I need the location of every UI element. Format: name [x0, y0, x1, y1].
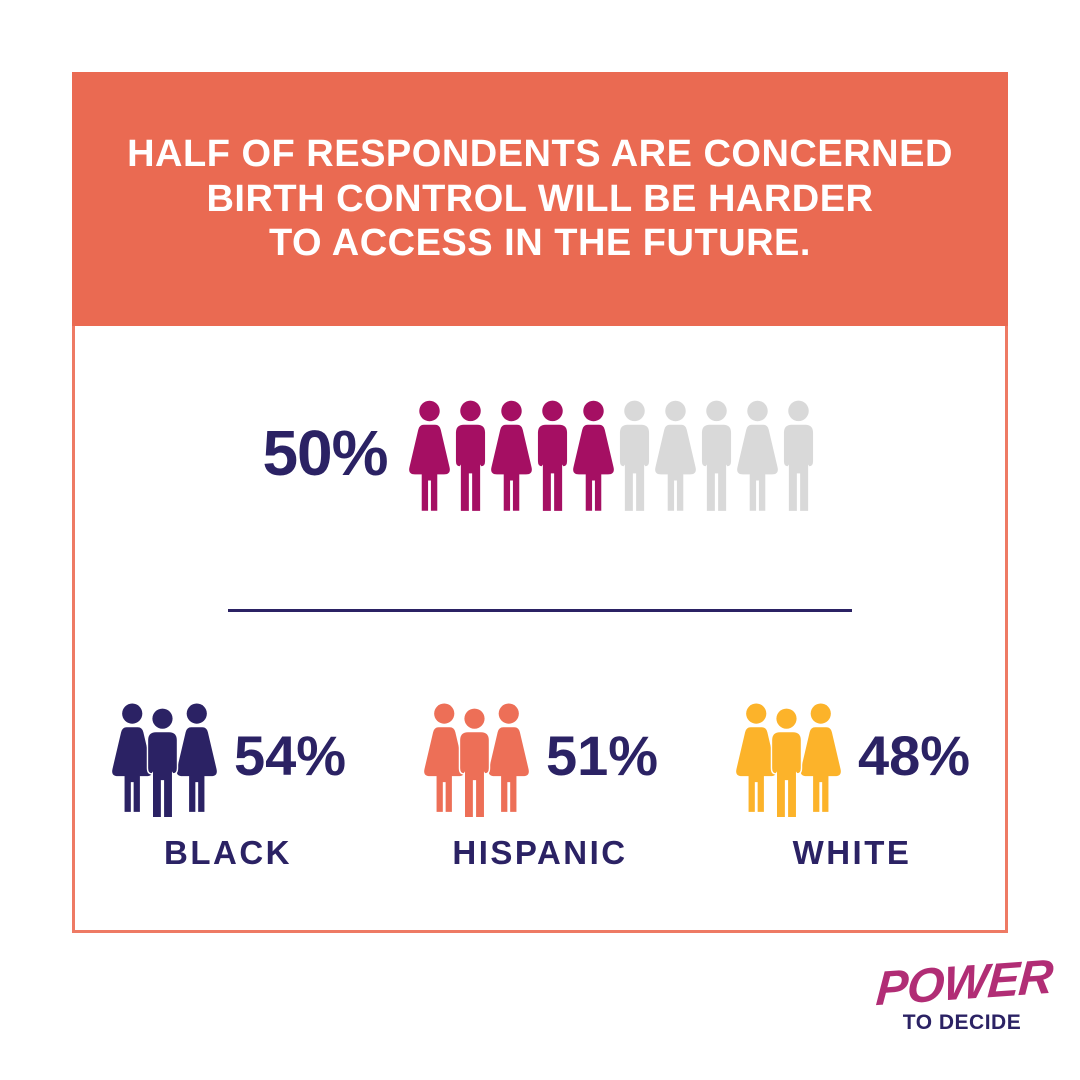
woman-icon: [572, 400, 614, 511]
pictograph-row: [408, 400, 818, 513]
group-hispanic-percent: 51%: [545, 724, 659, 787]
divider-line: [228, 609, 852, 612]
group-white-percent: 48%: [857, 724, 971, 787]
man-icon: [537, 400, 567, 511]
group-white-stat: 48%: [734, 700, 970, 820]
group-hispanic: 51% HISPANIC: [384, 700, 696, 872]
group-black: 54% BLACK: [72, 700, 384, 872]
header-line-3: TO ACCESS IN THE FUTURE.: [269, 222, 811, 265]
group-white: 48% WHITE: [696, 700, 1008, 872]
man-icon: [701, 400, 731, 511]
power-to-decide-logo: POWER TO DECIDE: [874, 950, 1054, 1035]
woman-icon: [408, 400, 450, 511]
woman-icon: [736, 400, 778, 511]
woman-icon: [654, 400, 696, 511]
demographic-groups: 54% BLACK 51% HISPANIC: [72, 700, 1008, 872]
header-line-2: BIRTH CONTROL WILL BE HARDER: [206, 177, 874, 220]
header-banner: HALF OF RESPONDENTS ARE CONCERNED BIRTH …: [72, 72, 1008, 326]
man-icon: [455, 400, 485, 511]
man-icon: [619, 400, 649, 511]
woman-icon: [490, 400, 532, 511]
people-trio-icon: [112, 703, 217, 819]
overall-stat-row: 50%: [72, 396, 1008, 516]
group-hispanic-stat: 51%: [422, 700, 658, 820]
group-black-percent: 54%: [233, 724, 347, 787]
group-black-label: BLACK: [164, 834, 292, 871]
logo-to-decide-text: TO DECIDE: [902, 1010, 1022, 1034]
people-trio-icon: [424, 703, 529, 819]
overall-percent: 50%: [262, 417, 388, 489]
header-title: HALF OF RESPONDENTS ARE CONCERNED BIRTH …: [127, 132, 953, 266]
group-black-stat: 54%: [110, 700, 346, 820]
header-line-1: HALF OF RESPONDENTS ARE CONCERNED: [127, 132, 953, 175]
group-hispanic-label: HISPANIC: [452, 834, 628, 871]
people-trio-icon: [736, 703, 841, 819]
logo-power-text: POWER: [874, 950, 1055, 1017]
man-icon: [783, 400, 813, 511]
group-white-label: WHITE: [792, 834, 912, 871]
